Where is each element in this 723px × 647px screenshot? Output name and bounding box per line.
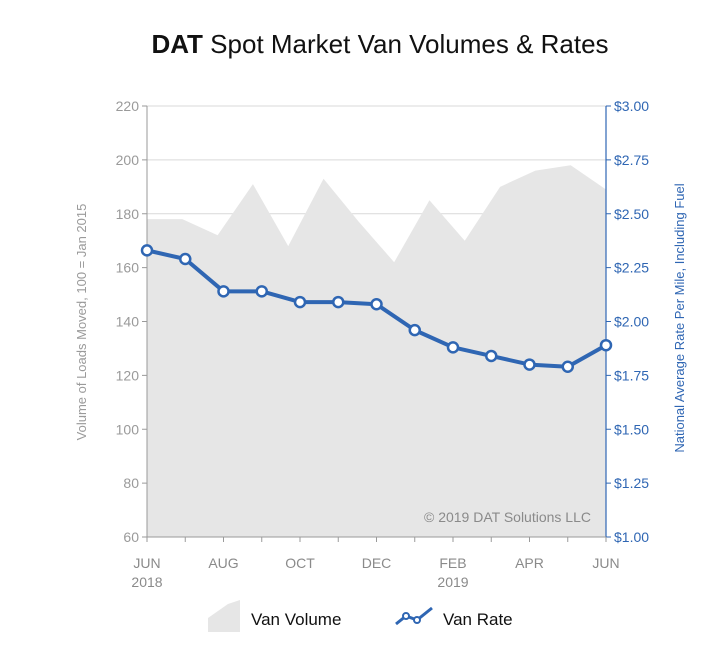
left-axis-ticks: 220 200 180 160 140 120 100 80 60: [116, 98, 147, 545]
van-rate-point: [523, 358, 536, 371]
x-tick-year-label: 2018: [131, 574, 162, 590]
right-tick-label: $2.00: [614, 314, 649, 330]
right-tick-label: $1.00: [614, 529, 649, 545]
right-axis-ticks: $3.00 $2.75 $2.50 $2.25 $2.00 $1.75 $1.50 $1.25…: [606, 98, 649, 545]
van-rate-point: [561, 360, 574, 374]
right-tick-label: $1.50: [614, 421, 649, 437]
van-rate-point: [332, 295, 345, 309]
van-rate-point: [179, 252, 192, 266]
x-tick-label: APR: [515, 555, 544, 571]
van-rate-point: [599, 338, 613, 352]
left-tick-label: 120: [116, 367, 140, 383]
left-tick-label: 180: [116, 206, 140, 222]
legend-van-volume-swatch: [208, 600, 240, 632]
van-volume-area-layer: [147, 165, 606, 537]
left-tick-label: 220: [116, 98, 140, 114]
x-tick-label: JUN: [133, 555, 160, 571]
x-tick-label: FEB: [439, 555, 466, 571]
x-tick-label: AUG: [208, 555, 238, 571]
left-tick-label: 140: [116, 314, 140, 330]
chart-title-brand: DAT: [151, 29, 203, 59]
right-tick-label: $2.25: [614, 260, 649, 276]
chart-title: DAT Spot Market Van Volumes & Rates: [151, 29, 608, 59]
left-tick-label: 80: [123, 475, 139, 491]
van-rate-point: [370, 298, 383, 311]
left-tick-label: 60: [123, 529, 139, 545]
right-tick-label: $1.75: [614, 367, 649, 383]
x-tick-label: OCT: [285, 555, 315, 571]
x-axis-ticks: JUN 2018 AUG OCT DEC FEB 2019 APR JUN: [131, 537, 620, 590]
x-tick-label: JUN: [592, 555, 619, 571]
van-rate-point: [217, 285, 230, 298]
van-rate-point: [255, 285, 268, 298]
van-rate-point: [140, 244, 154, 257]
van-rate-point: [293, 295, 307, 309]
van-rate-point: [485, 349, 498, 363]
right-tick-label: $3.00: [614, 98, 649, 114]
right-tick-label: $2.75: [614, 152, 649, 168]
right-tick-label: $2.50: [614, 206, 649, 222]
chart-title-text: Spot Market Van Volumes & Rates: [203, 29, 609, 59]
left-tick-label: 200: [116, 152, 140, 168]
legend: Van Volume Van Rate: [208, 600, 513, 632]
left-tick-label: 100: [116, 421, 140, 437]
copyright-watermark: © 2019 DAT Solutions LLC: [424, 509, 591, 525]
y-right-axis-label: National Average Rate Per Mile, Includin…: [672, 183, 687, 452]
legend-van-rate-swatch: [395, 606, 433, 626]
legend-van-volume-label: Van Volume: [251, 610, 341, 629]
x-tick-year-label: 2019: [437, 574, 468, 590]
van-rate-point: [408, 323, 421, 337]
right-tick-label: $1.25: [614, 475, 649, 491]
left-tick-label: 160: [116, 260, 140, 276]
legend-van-rate-label: Van Rate: [443, 610, 513, 629]
van-volume-area: [147, 165, 606, 537]
van-rate-point: [446, 341, 460, 354]
y-left-axis-label: Volume of Loads Moved, 100 = Jan 2015: [74, 204, 89, 441]
van-rate-line-layer: [140, 244, 613, 374]
x-tick-label: DEC: [362, 555, 392, 571]
